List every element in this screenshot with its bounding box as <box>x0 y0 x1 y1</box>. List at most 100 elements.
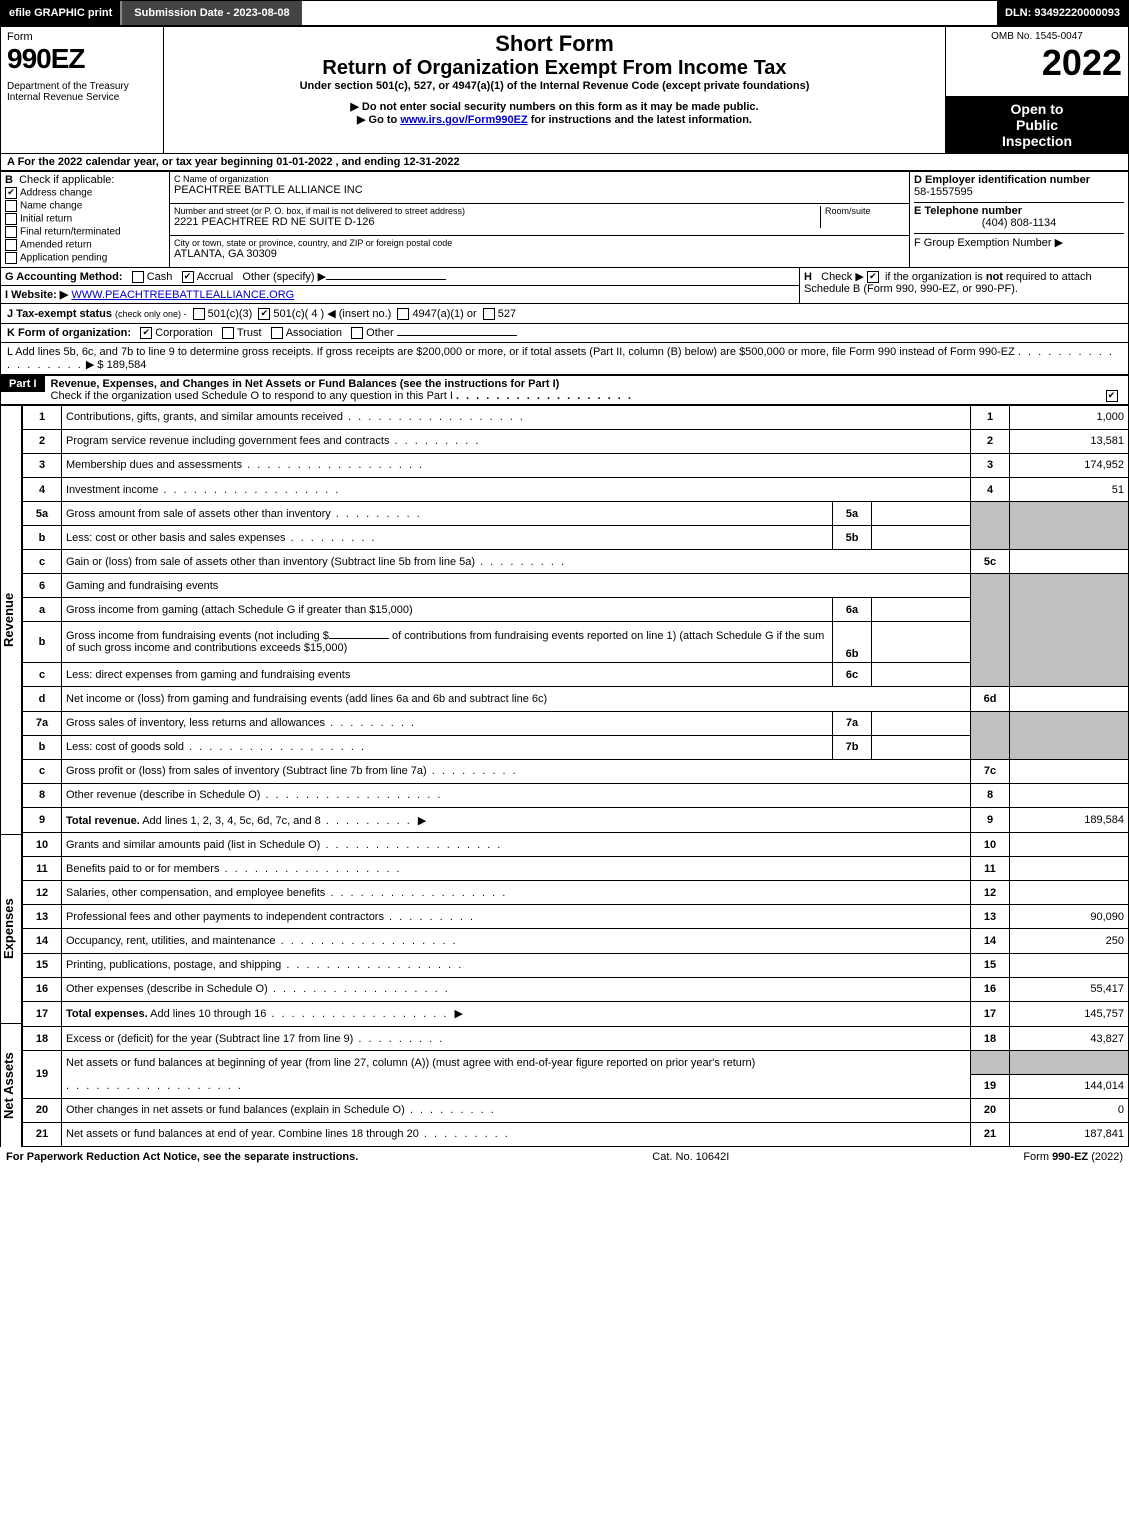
checkbox-accrual[interactable] <box>182 271 194 283</box>
info-grid: B Check if applicable: Address change Na… <box>0 171 1129 268</box>
line-8: 8 Other revenue (describe in Schedule O)… <box>23 783 1129 807</box>
checkbox-other-org[interactable] <box>351 327 363 339</box>
section-b-checkboxes: Address change Name change Initial retur… <box>5 187 165 264</box>
checkbox-527[interactable] <box>483 308 495 320</box>
checkbox-final-return[interactable]: Final return/terminated <box>5 226 165 238</box>
lines-table: 1 Contributions, gifts, grants, and simi… <box>22 405 1129 1147</box>
open-line1: Open to <box>950 101 1124 117</box>
dln-label: DLN: 93492220000093 <box>997 1 1128 25</box>
efile-print-button[interactable]: efile GRAPHIC print <box>1 1 120 25</box>
checkbox-schedule-b[interactable] <box>867 271 879 283</box>
line-1: 1 Contributions, gifts, grants, and simi… <box>23 405 1129 429</box>
line-6c: c Less: direct expenses from gaming and … <box>23 663 1129 687</box>
line-17: 17 Total expenses. Add lines 10 through … <box>23 1001 1129 1026</box>
section-i-label: I Website: ▶ <box>5 289 68 301</box>
line-15: 15 Printing, publications, postage, and … <box>23 953 1129 977</box>
page-footer: For Paperwork Reduction Act Notice, see … <box>0 1147 1129 1167</box>
checkbox-4947[interactable] <box>397 308 409 320</box>
line-4: 4 Investment income 4 51 <box>23 477 1129 501</box>
line-2: 2 Program service revenue including gove… <box>23 429 1129 453</box>
revenue-section-label: Revenue <box>0 405 22 834</box>
top-bar: efile GRAPHIC print Submission Date - 20… <box>0 0 1129 26</box>
city-value: ATLANTA, GA 30309 <box>174 248 905 260</box>
street-value: 2221 PEACHTREE RD NE SUITE D-126 <box>174 216 820 228</box>
accrual-label: Accrual <box>197 271 234 283</box>
form-number: 990EZ <box>7 43 157 75</box>
open-line3: Inspection <box>950 133 1124 149</box>
line-5a: 5a Gross amount from sale of assets othe… <box>23 502 1129 526</box>
section-l-value: 189,584 <box>107 359 147 371</box>
h-text2: if the organization is <box>885 271 986 283</box>
checkbox-application-pending[interactable]: Application pending <box>5 252 165 264</box>
checkbox-association[interactable] <box>271 327 283 339</box>
line-6d: d Net income or (loss) from gaming and f… <box>23 687 1129 711</box>
part1-header-row: Part I Revenue, Expenses, and Changes in… <box>0 375 1129 405</box>
group-exemption-label: F Group Exemption Number ▶ <box>914 233 1124 249</box>
form-label: Form <box>7 31 157 43</box>
line-14: 14 Occupancy, rent, utilities, and maint… <box>23 929 1129 953</box>
note-goto-post: for instructions and the latest informat… <box>528 114 752 126</box>
note-goto-pre: ▶ Go to <box>357 114 400 126</box>
dept-irs: Internal Revenue Service <box>7 92 157 103</box>
section-g-label: G Accounting Method: <box>5 271 123 283</box>
cash-label: Cash <box>147 271 173 283</box>
line-5c: c Gain or (loss) from sale of assets oth… <box>23 550 1129 574</box>
room-suite-label: Room/suite <box>825 206 905 216</box>
checkbox-name-change[interactable]: Name change <box>5 200 165 212</box>
line-6: 6 Gaming and fundraising events <box>23 574 1129 598</box>
checkbox-initial-return[interactable]: Initial return <box>5 213 165 225</box>
line-6b: b Gross income from fundraising events (… <box>23 622 1129 663</box>
opt-corporation: Corporation <box>155 327 212 339</box>
opt-4947: 4947(a)(1) or <box>412 308 476 320</box>
section-j-label: J Tax-exempt status <box>7 308 112 320</box>
dots-icon <box>456 390 633 402</box>
footer-catno: Cat. No. 10642I <box>652 1151 729 1163</box>
part1-label: Part I <box>1 376 45 392</box>
tax-year: 2022 <box>952 42 1122 84</box>
form-header: Form 990EZ Department of the Treasury In… <box>0 26 1129 154</box>
checkbox-501c[interactable] <box>258 308 270 320</box>
part1-subtitle: Check if the organization used Schedule … <box>51 390 453 402</box>
line-21: 21 Net assets or fund balances at end of… <box>23 1122 1129 1146</box>
opt-527: 527 <box>498 308 516 320</box>
phone-label: E Telephone number <box>914 202 1124 217</box>
footer-right: Form 990-EZ (2022) <box>1023 1151 1123 1163</box>
org-name-label: C Name of organization <box>174 174 905 184</box>
accounting-h-row: G Accounting Method: Cash Accrual Other … <box>0 268 1129 304</box>
checkbox-schedule-o-part1[interactable] <box>1106 390 1118 402</box>
part1-title: Revenue, Expenses, and Changes in Net As… <box>45 376 1098 404</box>
section-j-note: (check only one) - <box>115 309 187 319</box>
website-link[interactable]: WWW.PEACHTREEBATTLEALLIANCE.ORG <box>71 289 294 301</box>
note-ssn: ▶ Do not enter social security numbers o… <box>170 100 939 113</box>
section-k-row: K Form of organization: Corporation Trus… <box>0 324 1129 343</box>
checkbox-address-change[interactable]: Address change <box>5 187 165 199</box>
checkbox-trust[interactable] <box>222 327 234 339</box>
checkbox-cash[interactable] <box>132 271 144 283</box>
opt-association: Association <box>286 327 342 339</box>
section-l-text: L Add lines 5b, 6c, and 7b to line 9 to … <box>7 346 1015 358</box>
section-k-label: K Form of organization: <box>7 327 131 339</box>
checkbox-501c3[interactable] <box>193 308 205 320</box>
h-not: not <box>986 271 1003 283</box>
line-7a: 7a Gross sales of inventory, less return… <box>23 711 1129 735</box>
opt-other-org: Other <box>366 327 394 339</box>
opt-trust: Trust <box>237 327 262 339</box>
city-label: City or town, state or province, country… <box>174 238 905 248</box>
street-label: Number and street (or P. O. box, if mail… <box>174 206 820 216</box>
org-name: PEACHTREE BATTLE ALLIANCE INC <box>174 184 905 196</box>
other-specify-input[interactable] <box>326 279 446 280</box>
checkbox-amended-return[interactable]: Amended return <box>5 239 165 251</box>
submission-date: Submission Date - 2023-08-08 <box>120 1 301 25</box>
irs-link[interactable]: www.irs.gov/Form990EZ <box>400 114 527 126</box>
h-check-arrow: Check ▶ <box>821 271 864 283</box>
line-11: 11 Benefits paid to or for members 11 <box>23 857 1129 881</box>
note-goto: ▶ Go to www.irs.gov/Form990EZ for instru… <box>170 113 939 126</box>
ein-label: D Employer identification number <box>914 174 1124 186</box>
line-13: 13 Professional fees and other payments … <box>23 905 1129 929</box>
dept-treasury: Department of the Treasury <box>7 81 157 92</box>
open-to-public-box: Open to Public Inspection <box>946 97 1128 153</box>
checkbox-corporation[interactable] <box>140 327 152 339</box>
other-org-input[interactable] <box>397 335 517 336</box>
line-5b: b Less: cost or other basis and sales ex… <box>23 526 1129 550</box>
title-under: Under section 501(c), 527, or 4947(a)(1)… <box>170 80 939 92</box>
